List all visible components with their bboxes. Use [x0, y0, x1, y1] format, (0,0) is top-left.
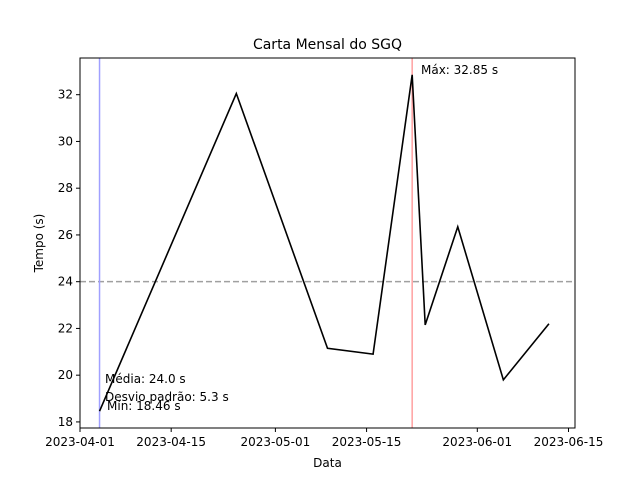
x-tick-label: 2023-06-01 — [442, 435, 512, 449]
y-tick-label: 32 — [58, 88, 73, 102]
min-annotation: Mín: 18.46 s — [107, 399, 181, 413]
y-tick-label: 30 — [58, 134, 73, 148]
x-tick-label: 2023-05-15 — [332, 435, 402, 449]
series-line-0 — [98, 74, 550, 412]
y-axis-label: Tempo (s) — [32, 214, 46, 274]
plot-frame — [79, 57, 576, 429]
y-tick-label: 24 — [58, 275, 73, 289]
y-tick-label: 20 — [58, 368, 73, 382]
x-axis-label: Data — [313, 456, 342, 470]
x-tick-label: 2023-05-01 — [241, 435, 311, 449]
y-tick-label: 22 — [58, 321, 73, 335]
std-annotation: Desvio padrão: 5.3 s — [105, 390, 229, 404]
x-tick-label: 2023-04-15 — [136, 435, 206, 449]
max-annotation: Máx: 32.85 s — [421, 63, 498, 77]
x-tick-label: 2023-04-01 — [45, 435, 115, 449]
y-tick-label: 28 — [58, 181, 73, 195]
y-tick-label: 26 — [58, 228, 73, 242]
x-tick-label: 2023-06-15 — [534, 435, 604, 449]
chart-title: Carta Mensal do SGQ — [253, 37, 402, 53]
y-tick-label: 18 — [58, 415, 73, 429]
mean-annotation: Média: 24.0 s — [105, 372, 186, 386]
